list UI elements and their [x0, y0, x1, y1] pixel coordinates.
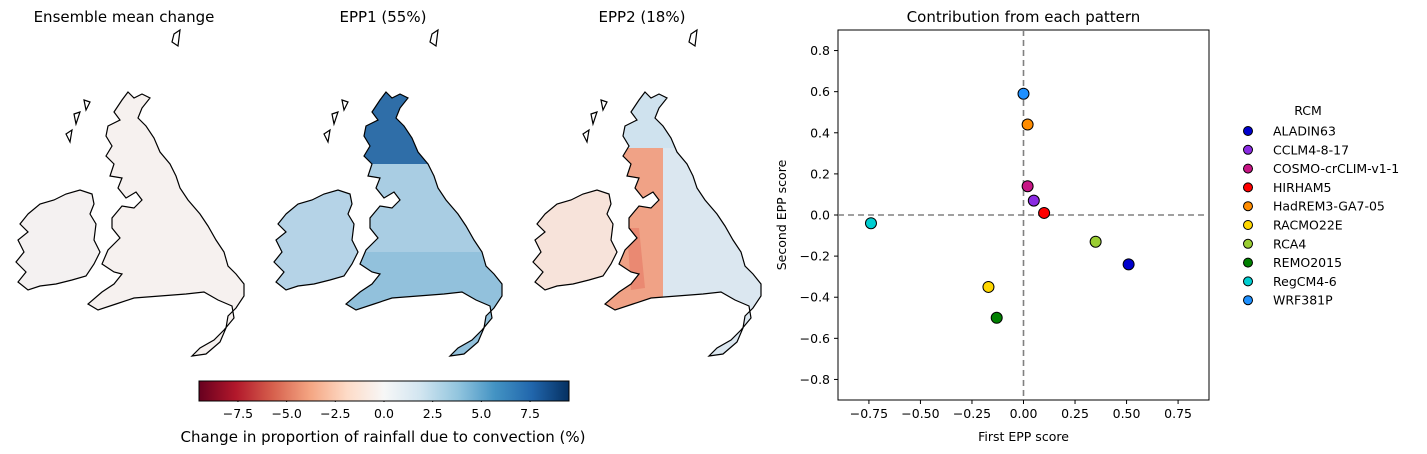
y-tick-label: 0.2	[810, 166, 830, 181]
colorbar-tick-label: −5.0	[271, 406, 302, 421]
coastline-island	[323, 128, 331, 144]
coastline-gb	[86, 91, 245, 357]
x-tick-label: −0.75	[850, 406, 888, 421]
legend-marker	[1243, 182, 1253, 193]
legend-marker	[1243, 220, 1253, 230]
colorbar-tick-label: −2.5	[320, 406, 351, 421]
legend-marker	[1243, 257, 1253, 268]
map-title-epp2: EPP2 (18%)	[598, 8, 686, 26]
legend-marker	[1243, 126, 1253, 136]
data-point	[1038, 206, 1051, 219]
x-tick-label: 0.25	[1061, 406, 1089, 421]
coastline-island	[582, 128, 590, 144]
coastline-island	[341, 99, 349, 112]
y-tick-label: 0.0	[810, 208, 830, 223]
coastline-ireland	[273, 189, 359, 291]
legend-label: RACMO22E	[1273, 218, 1343, 233]
map-title-epp1: EPP1 (55%)	[339, 8, 427, 26]
x-tick-label: −0.25	[953, 406, 991, 421]
y-tick-label: −0.6	[800, 331, 830, 346]
data-point	[864, 217, 877, 230]
data-point	[1017, 87, 1030, 100]
coastline-island	[331, 111, 339, 127]
legend-label: COSMO-crCLIM-v1-1	[1273, 161, 1399, 176]
coastline-island	[73, 111, 81, 127]
legend-marker	[1243, 295, 1253, 306]
legend-label: HIRHAM5	[1273, 180, 1331, 195]
colorbar-tick-label: 7.5	[520, 406, 540, 421]
coastline-ireland	[532, 189, 618, 291]
data-point	[1027, 194, 1040, 207]
colorbar-tick-label: 2.5	[422, 406, 443, 421]
coastline-island	[83, 99, 91, 112]
legend-marker	[1243, 144, 1253, 155]
legend-label: CCLM4-8-17	[1273, 142, 1349, 157]
coastline-island	[688, 28, 698, 48]
legend-label: WRF381P	[1273, 293, 1333, 308]
data-point	[990, 311, 1003, 324]
y-axis-label: Second EPP score	[774, 159, 789, 270]
y-tick-label: 0.8	[810, 43, 830, 58]
x-tick-label: 0.00	[1010, 406, 1038, 421]
y-tick-label: −0.8	[800, 372, 830, 387]
x-axis-label: First EPP score	[978, 429, 1069, 444]
map-epp1	[273, 28, 503, 357]
data-point	[1089, 235, 1102, 248]
legend-label: RegCM4-6	[1273, 274, 1337, 289]
colorbar	[198, 380, 570, 402]
coastline-island	[429, 28, 439, 48]
legend-label: RCA4	[1273, 236, 1306, 251]
data-point	[1122, 258, 1135, 271]
coastline-island	[600, 99, 608, 112]
legend-label: REMO2015	[1273, 255, 1342, 270]
colorbar-label: Change in proportion of rainfall due to …	[180, 428, 586, 446]
x-tick-label: 0.75	[1164, 406, 1192, 421]
x-tick-label: −0.50	[901, 406, 939, 421]
y-tick-label: 0.6	[810, 84, 830, 99]
legend-marker	[1243, 201, 1253, 212]
x-tick-label: 0.50	[1113, 406, 1141, 421]
chart-title: Contribution from each pattern	[907, 8, 1141, 26]
y-tick-label: −0.2	[800, 249, 830, 264]
coastline-island	[65, 128, 73, 144]
y-tick-label: −0.4	[800, 290, 830, 305]
colorbar-tick-label: 5.0	[471, 406, 492, 421]
colorbar-tick-label: −7.5	[222, 406, 254, 421]
data-point	[1021, 180, 1034, 193]
map-ensemble-mean	[15, 28, 245, 357]
legend-marker	[1243, 163, 1253, 174]
legend-label: HadREM3-GA7-05	[1273, 199, 1385, 214]
data-point	[1021, 118, 1034, 131]
coastline-ireland	[15, 189, 101, 291]
map-epp2	[532, 28, 762, 357]
coastline-island	[590, 111, 598, 127]
legend-marker	[1243, 276, 1253, 287]
data-point	[982, 280, 995, 293]
legend-title: RCM	[1294, 103, 1322, 118]
y-tick-label: 0.4	[810, 125, 830, 140]
coastline-island	[171, 28, 181, 48]
legend-label: ALADIN63	[1273, 124, 1336, 139]
map-title-ensemble-mean: Ensemble mean change	[33, 8, 215, 26]
coastline-gb	[603, 91, 762, 357]
legend-marker	[1243, 238, 1253, 249]
coastline-gb	[344, 91, 503, 357]
colorbar-tick-label: 0.0	[374, 406, 394, 421]
